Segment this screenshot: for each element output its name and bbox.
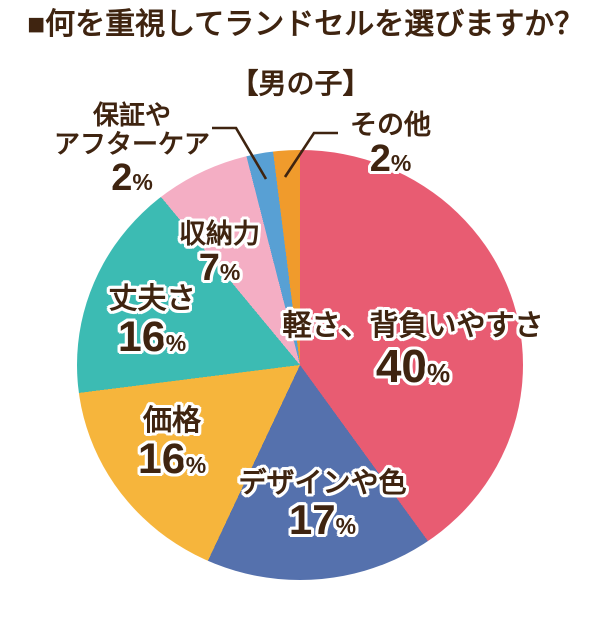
slice-name: 価格 xyxy=(142,405,201,437)
slice-name: 軽さ、背負いやすさ xyxy=(282,310,544,342)
slice-label-lightness: 軽さ、背負いやすさ 40% xyxy=(278,310,548,391)
slice-label-other: その他 2% xyxy=(328,110,453,180)
slice-value: 40% xyxy=(375,340,451,393)
slice-name: 丈夫さ xyxy=(108,283,196,315)
slice-value: 17% xyxy=(288,496,357,544)
slice-label-storage: 収納力 7% xyxy=(152,219,287,289)
slice-value: 7% xyxy=(198,247,241,290)
chart-subtitle: 【男の子】 xyxy=(230,68,371,99)
slice-value: 2% xyxy=(111,157,153,200)
slice-name: 保証や xyxy=(92,100,171,130)
slice-name: その他 xyxy=(350,110,431,140)
chart-title: ■何を重視してランドセルを選びますか？ xyxy=(27,8,585,41)
slice-name: アフターケア xyxy=(53,129,210,160)
slice-value: 16% xyxy=(117,313,187,362)
slice-value: 16% xyxy=(137,435,207,484)
slice-label-warranty: 保証や アフターケア 2% xyxy=(26,100,238,200)
slice-label-design: デザインや色 17% xyxy=(235,467,410,542)
slice-name: 収納力 xyxy=(179,219,260,249)
slice-name: デザインや色 xyxy=(238,467,407,498)
slice-label-durability: 丈夫さ 16% xyxy=(82,283,222,361)
pie-chart xyxy=(77,150,523,580)
slice-label-price: 価格 16% xyxy=(102,405,242,483)
slice-value: 2% xyxy=(369,138,412,181)
